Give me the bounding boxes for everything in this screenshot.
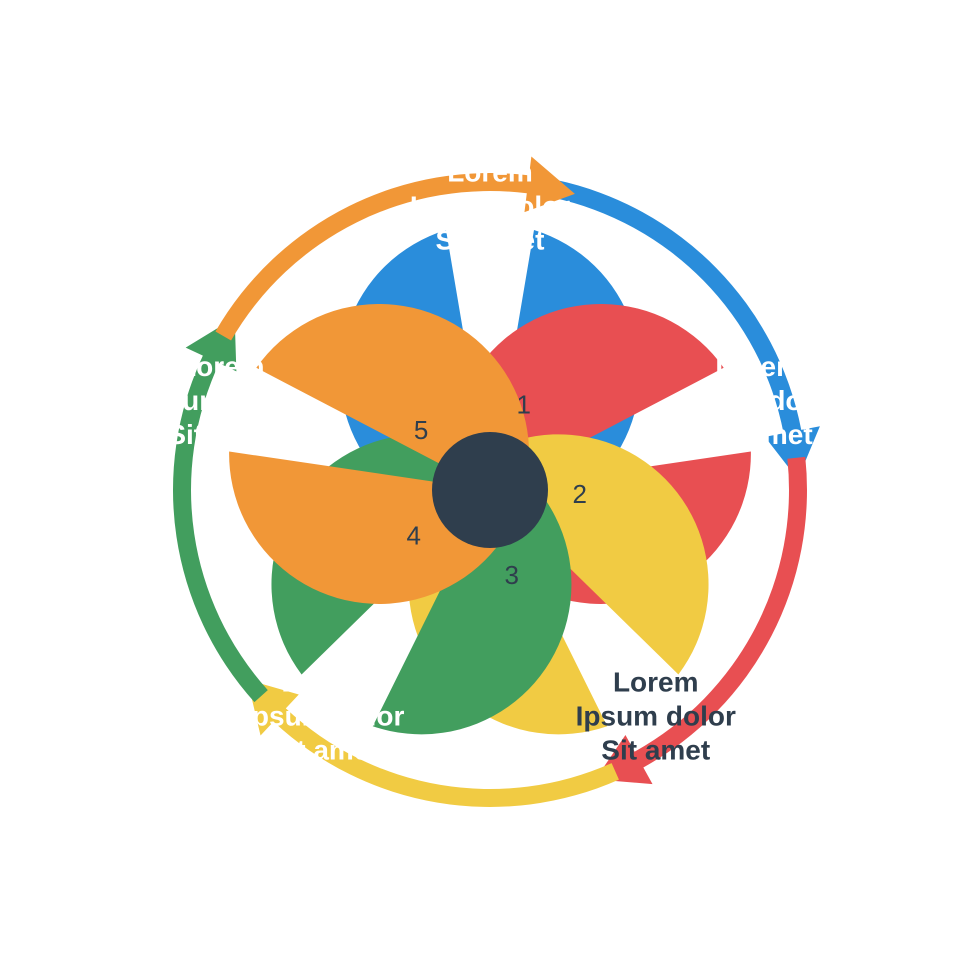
petal-2-label-line-1: Lorem: [715, 351, 801, 382]
center-hub: [432, 432, 548, 548]
petal-5-label-line-3: Sit amet: [167, 419, 276, 450]
petal-3-number: 3: [505, 560, 519, 590]
petal-2-label-line-2: Ipsum dolor: [678, 385, 838, 416]
petal-1-label-line-1: Lorem: [447, 156, 533, 187]
petal-4-label-line-3: Sit amet: [270, 735, 379, 766]
petal-4-number: 4: [406, 521, 420, 551]
petal-4-label-line-2: Ipsum dolor: [244, 701, 404, 732]
petal-1-number: 1: [516, 389, 530, 419]
cycle-infographic: 1LoremIpsum dolorSit amet2LoremIpsum dol…: [0, 0, 980, 980]
petal-5-label-line-2: Ipsum dolor: [142, 385, 302, 416]
petal-3-label-line-1: Lorem: [613, 667, 699, 698]
petal-5-number: 5: [414, 415, 428, 445]
petal-1-label-line-2: Ipsum dolor: [410, 190, 570, 221]
petal-5-label-line-1: Lorem: [179, 351, 265, 382]
petal-3-label-line-2: Ipsum dolor: [576, 701, 736, 732]
petal-2-number: 2: [573, 479, 587, 509]
petal-1-label-line-3: Sit amet: [436, 224, 545, 255]
petal-3-label-line-3: Sit amet: [601, 735, 710, 766]
petal-2-label-line-3: Sit amet: [704, 419, 813, 450]
petal-4-label-line-1: Lorem: [281, 667, 367, 698]
